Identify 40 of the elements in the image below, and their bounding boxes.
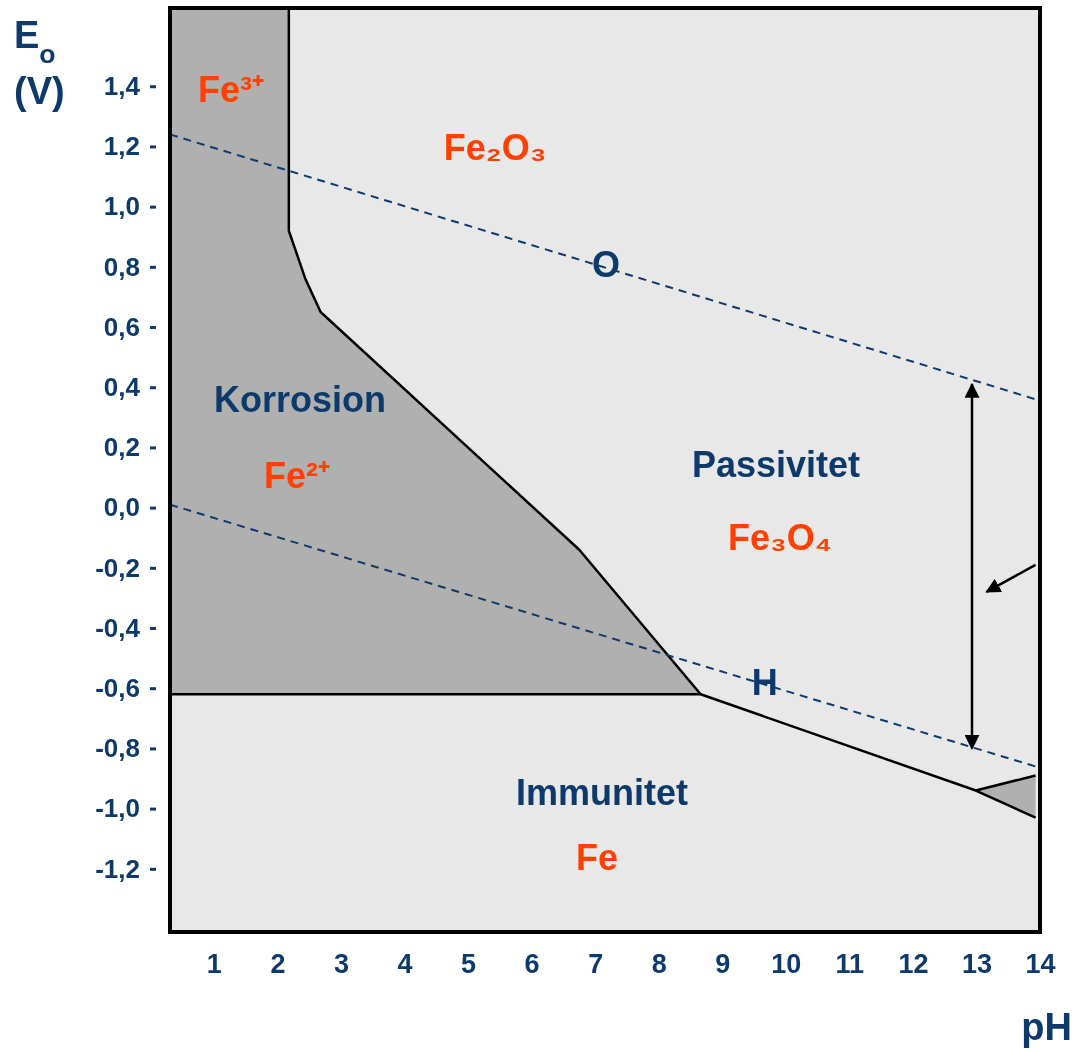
- x-tick-label: 3: [333, 949, 349, 980]
- y-tick-label: -0,8: [95, 733, 140, 764]
- x-tick-label: 11: [835, 949, 865, 980]
- x-tick-label: 7: [588, 949, 604, 980]
- annotation: H: [751, 661, 778, 703]
- annotation: Immunitet: [515, 771, 689, 813]
- y-tick-label: 1,4: [103, 71, 141, 102]
- y-tick-label: -0,2: [95, 552, 140, 583]
- y-tick-label: 1,0: [103, 191, 140, 222]
- y-axis-title: E$_{o}$ (V): [14, 14, 65, 112]
- annotation: O: [591, 243, 620, 285]
- annotation: Passivitet: [691, 443, 861, 485]
- x-tick-label: 6: [524, 949, 540, 980]
- x-tick-label: 1: [206, 949, 222, 980]
- y-tick-label: 0,0: [103, 492, 140, 523]
- y-tick-label: 0,4: [103, 372, 141, 403]
- y-tick-label: -0,6: [95, 673, 140, 704]
- x-tick-label: 2: [270, 949, 286, 980]
- annotation: Fe³⁺: [198, 68, 264, 110]
- y-tick-label: 0,6: [103, 311, 140, 342]
- x-tick-label: 12: [898, 949, 929, 980]
- x-tick-label: 8: [651, 949, 667, 980]
- y-tick-label: 1,2: [103, 131, 140, 162]
- x-tick-label: 10: [771, 949, 802, 980]
- x-tick-label: 5: [461, 949, 477, 980]
- x-axis-title: pH: [1021, 1006, 1072, 1048]
- annotation: Fe₃O₄: [728, 516, 832, 558]
- x-tick-label: 14: [1025, 949, 1056, 980]
- y-tick-label: 0,2: [103, 432, 140, 463]
- x-tick-label: 4: [397, 949, 413, 980]
- y-tick-label: -1,0: [95, 793, 140, 824]
- annotation: Fe₂O₃: [443, 126, 547, 168]
- x-tick-label: 9: [715, 949, 731, 980]
- annotation: Fe²⁺: [264, 454, 330, 496]
- x-tick-label: 13: [961, 949, 992, 980]
- y-tick-label: -0,4: [95, 612, 141, 643]
- annotation: Korrosion: [213, 378, 387, 420]
- annotation: Fe: [575, 836, 619, 878]
- y-tick-label: -1,2: [95, 853, 140, 884]
- y-tick-label: 0,8: [103, 251, 140, 282]
